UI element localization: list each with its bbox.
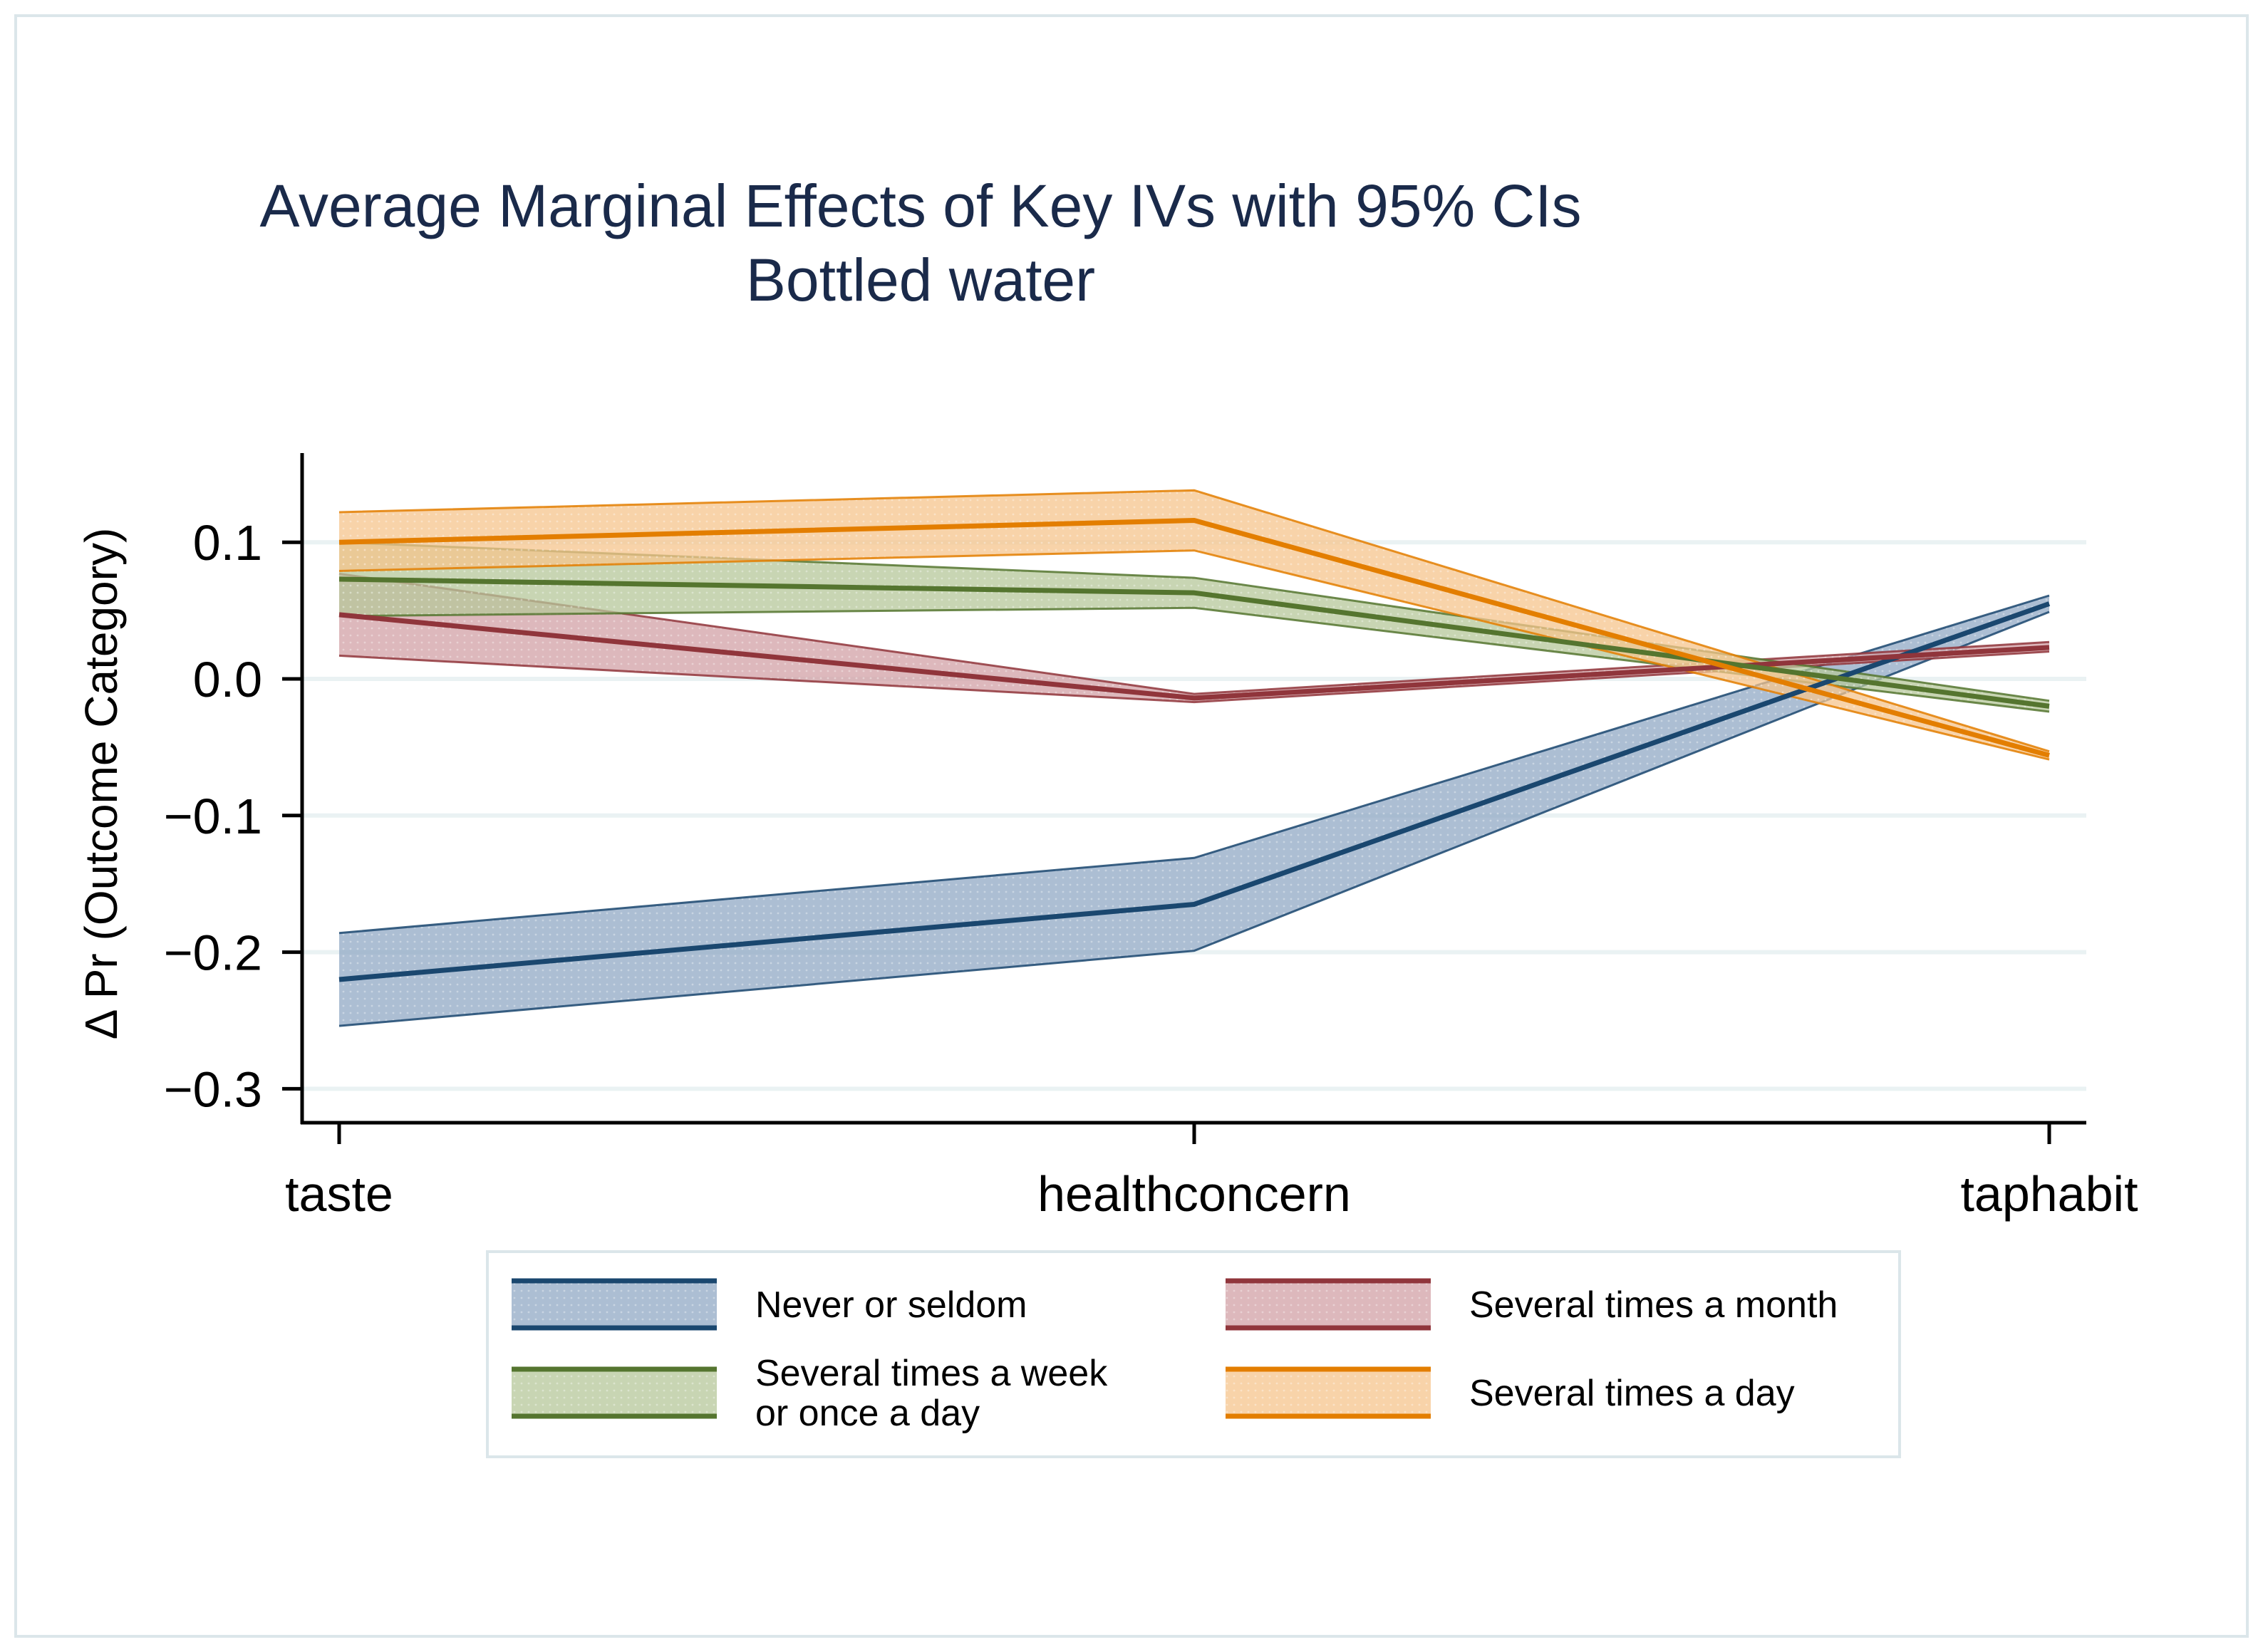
ci-band-texture [339, 573, 2049, 702]
legend-label: or once a day [755, 1393, 980, 1434]
legend-label: Several times a month [1469, 1284, 1838, 1326]
y-tick-label: 0.1 [193, 515, 262, 571]
legend-swatch-texture [512, 1369, 717, 1416]
series-line [338, 576, 2050, 709]
y-axis-ticks: 0.1 0.0 −0.1 −0.2 −0.3 [164, 515, 302, 1117]
y-tick-label: −0.2 [164, 925, 262, 981]
ci-band-texture [339, 596, 2049, 1027]
series-line [338, 612, 2050, 701]
x-tick-label: healthconcern [1037, 1166, 1351, 1222]
y-axis-title: Δ Pr (Outcome Category) [76, 528, 127, 1040]
legend-swatch-texture [1226, 1369, 1431, 1416]
x-tick-label: taste [285, 1166, 393, 1222]
legend-swatch-texture [512, 1281, 717, 1328]
legend-item: Several times a month [1226, 1278, 1838, 1331]
legend: Never or seldom Several times a month Seve… [512, 1278, 1838, 1434]
chart-title: Average Marginal Effects of Key IVs with… [259, 172, 1581, 239]
legend-label: Never or seldom [755, 1284, 1027, 1326]
legend-label: Several times a week [755, 1353, 1108, 1394]
chart-subtitle: Bottled water [746, 246, 1095, 313]
series-lines [338, 518, 2051, 982]
legend-box [486, 1250, 1901, 1458]
legend-item: Never or seldom [512, 1278, 1027, 1331]
ci-lower-edge [338, 549, 2050, 761]
legend-swatch-texture [1226, 1281, 1431, 1328]
series-line [338, 601, 2051, 982]
series-line [338, 518, 2050, 758]
ci-lower-edge [338, 611, 2050, 1027]
x-tick-label: taphabit [1960, 1166, 2138, 1222]
y-tick-label: 0.0 [193, 652, 262, 707]
y-tick-label: −0.3 [164, 1061, 262, 1117]
ci-band-texture [339, 490, 2049, 760]
legend-item: Several times a day [1226, 1366, 1795, 1419]
legend-label: Several times a day [1469, 1373, 1795, 1414]
y-tick-label: −0.1 [164, 789, 262, 844]
x-axis-ticks: taste healthconcern taphabit [285, 1123, 2138, 1222]
